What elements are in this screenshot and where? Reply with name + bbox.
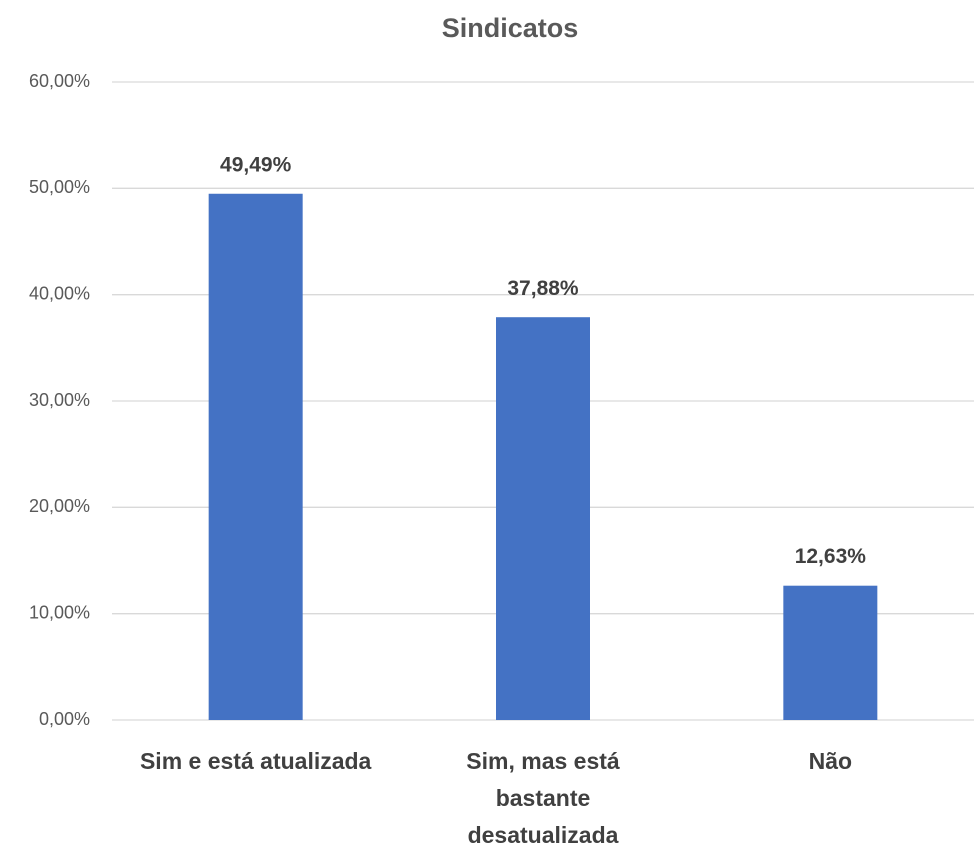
data-label: 37,88%	[507, 277, 579, 300]
y-tick-label: 10,00%	[29, 602, 90, 622]
y-tick-label: 0,00%	[39, 709, 90, 729]
bar	[496, 317, 590, 720]
y-tick-label: 50,00%	[29, 177, 90, 197]
x-tick-label: Não	[809, 748, 852, 774]
chart-title: Sindicatos	[442, 13, 579, 43]
x-tick-label: Sim e está atualizada	[140, 748, 372, 774]
x-tick-label: Sim, mas está bastante desatualizada	[466, 748, 620, 848]
y-tick-label: 30,00%	[29, 390, 90, 410]
bar	[208, 193, 303, 720]
y-tick-label: 40,00%	[29, 283, 90, 303]
data-label: 49,49%	[220, 153, 292, 176]
y-tick-label: 60,00%	[29, 71, 90, 91]
data-label: 12,63%	[795, 545, 867, 568]
bar	[783, 585, 878, 720]
y-tick-label: 20,00%	[29, 496, 90, 516]
